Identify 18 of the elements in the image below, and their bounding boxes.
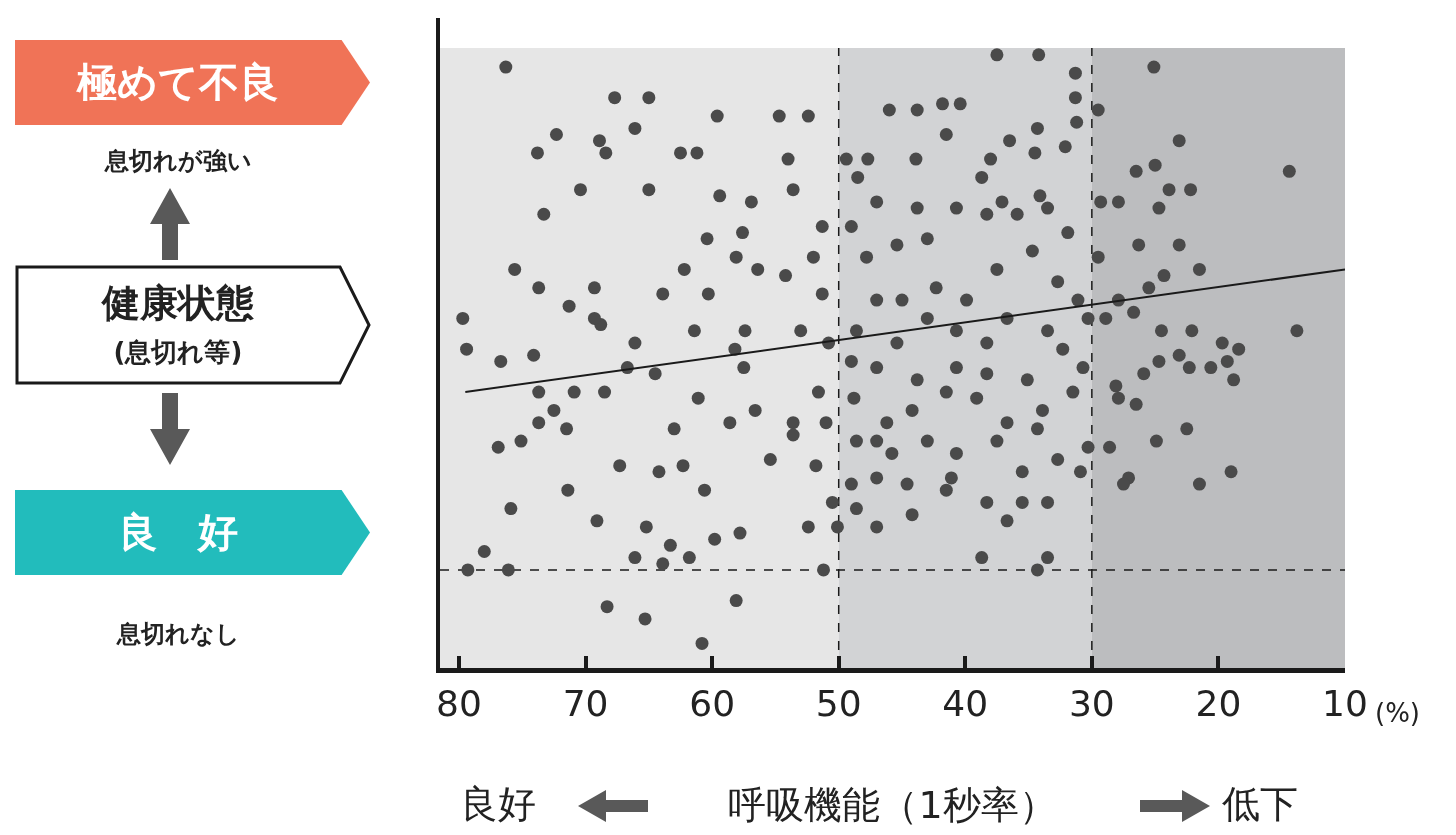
x-tick-label: 50: [815, 683, 862, 725]
x-tick-label: 70: [562, 683, 609, 725]
x-tick-label: 80: [436, 683, 482, 725]
text: 息切れが強い: [103, 146, 253, 177]
text: 極めて不良: [75, 58, 280, 107]
y-axis-title: 健康状態: [100, 280, 255, 327]
x-tick-label: 30: [1068, 683, 1115, 725]
text: 良好: [460, 782, 536, 826]
x-tick-label: 40: [942, 683, 989, 725]
text: 低下: [1222, 782, 1298, 826]
x-tick-label: 20: [1195, 683, 1242, 725]
x-axis-title: 呼吸機能（1秒率）: [728, 783, 1057, 828]
text: (息切れ等): [112, 336, 244, 369]
text: 良 好: [117, 508, 239, 557]
x-tick-label: 10: [1322, 683, 1368, 725]
text: 息切れなし: [115, 619, 241, 650]
text: (%): [1375, 698, 1420, 728]
x-tick-label: 60: [689, 683, 736, 725]
